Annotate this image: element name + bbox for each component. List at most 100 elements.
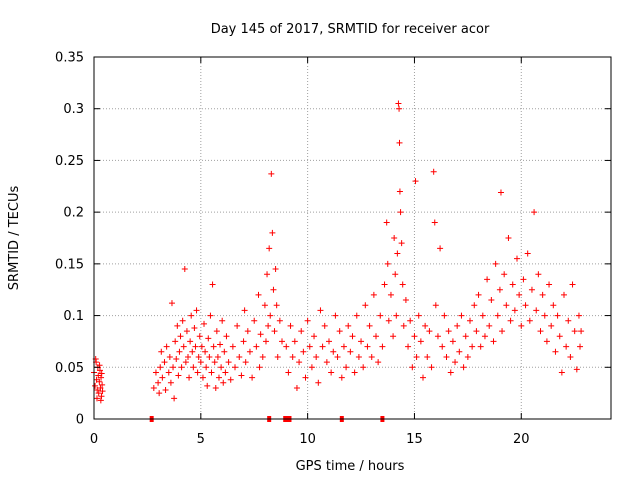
data-point xyxy=(165,369,172,376)
data-point xyxy=(225,359,232,366)
data-point xyxy=(422,322,429,329)
data-point xyxy=(311,333,318,340)
data-point xyxy=(170,364,177,371)
data-point xyxy=(430,168,437,175)
x-tick-label: 0 xyxy=(90,432,98,447)
data-point xyxy=(241,307,248,314)
data-point xyxy=(569,281,576,288)
data-point xyxy=(315,379,322,386)
data-point xyxy=(475,291,482,298)
data-point xyxy=(567,353,574,360)
data-point xyxy=(167,379,174,386)
data-point xyxy=(308,364,315,371)
data-point xyxy=(443,353,450,360)
data-point xyxy=(98,370,105,377)
data-point xyxy=(182,359,189,366)
data-point xyxy=(490,338,497,345)
data-point xyxy=(174,322,181,329)
data-point xyxy=(326,338,332,345)
data-point xyxy=(98,393,105,400)
data-point xyxy=(565,317,572,324)
data-point xyxy=(183,328,190,335)
data-point xyxy=(479,312,486,319)
data-point xyxy=(218,364,225,371)
data-point xyxy=(384,260,391,267)
data-point xyxy=(244,328,251,335)
data-point xyxy=(236,353,243,360)
data-point xyxy=(97,397,104,404)
data-point xyxy=(179,317,186,324)
data-point xyxy=(428,364,435,371)
data-point xyxy=(387,291,394,298)
data-point xyxy=(159,374,166,381)
y-tick-label: 0.05 xyxy=(55,361,84,376)
data-point xyxy=(447,369,454,376)
data-point xyxy=(578,328,585,335)
data-point xyxy=(92,382,99,389)
data-point xyxy=(98,374,105,381)
data-point xyxy=(349,333,356,340)
data-point xyxy=(265,322,272,329)
data-point xyxy=(203,364,210,371)
data-point xyxy=(206,353,213,360)
data-point xyxy=(454,322,461,329)
data-point xyxy=(505,235,512,241)
data-point xyxy=(188,312,195,319)
data-point xyxy=(543,338,550,345)
data-point xyxy=(246,348,253,355)
data-point xyxy=(155,379,162,386)
data-point xyxy=(449,338,456,345)
data-point xyxy=(234,322,241,329)
data-point xyxy=(397,209,404,216)
data-point xyxy=(253,343,260,350)
data-point xyxy=(95,390,102,397)
data-point xyxy=(304,317,311,324)
data-point xyxy=(366,322,373,329)
data-point xyxy=(242,359,249,366)
data-point xyxy=(347,348,354,355)
data-point xyxy=(343,364,350,371)
y-tick-label: 0.3 xyxy=(63,102,84,117)
data-point xyxy=(528,286,535,293)
data-point xyxy=(398,240,405,247)
data-point xyxy=(210,343,217,350)
data-point xyxy=(488,297,495,304)
data-point xyxy=(340,343,347,350)
data-point xyxy=(469,343,476,350)
y-tick-label: 0.15 xyxy=(55,257,84,272)
data-point xyxy=(193,307,200,314)
data-point xyxy=(396,188,403,195)
data-point xyxy=(554,312,561,319)
data-point xyxy=(541,312,548,319)
data-point xyxy=(394,250,401,257)
data-point xyxy=(501,271,508,278)
data-point xyxy=(456,348,463,355)
data-point xyxy=(227,376,234,383)
data-point xyxy=(439,343,446,350)
data-point xyxy=(156,390,163,397)
data-point xyxy=(514,255,520,262)
data-point xyxy=(321,322,328,329)
data-point xyxy=(211,359,218,366)
data-point xyxy=(368,353,375,360)
x-tick-label: 10 xyxy=(299,432,316,447)
data-point xyxy=(208,369,215,376)
data-point xyxy=(405,343,412,350)
data-point xyxy=(99,388,106,395)
data-point xyxy=(180,343,187,350)
data-point xyxy=(317,307,324,314)
data-point xyxy=(473,328,480,335)
data-point xyxy=(462,333,469,340)
data-point xyxy=(511,307,518,314)
data-point xyxy=(273,302,280,309)
data-point xyxy=(467,317,473,324)
data-point xyxy=(381,281,388,288)
data-point xyxy=(168,300,175,307)
data-point xyxy=(391,235,398,241)
data-point xyxy=(412,178,419,185)
data-point xyxy=(255,291,262,298)
axis-ticks: 0 0.05 0.1 0.15 0.2 0.25 0.3 0.35 0 5 10 15 20 xyxy=(55,51,611,447)
data-point xyxy=(172,338,179,345)
data-point xyxy=(189,348,196,355)
data-points xyxy=(91,100,585,422)
